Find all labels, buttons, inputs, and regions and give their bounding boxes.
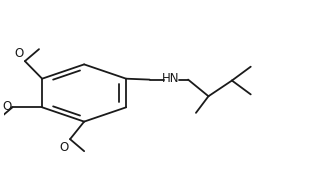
Text: O: O	[60, 141, 69, 154]
Text: O: O	[2, 100, 11, 113]
Text: O: O	[14, 47, 23, 60]
Text: HN: HN	[162, 72, 179, 85]
